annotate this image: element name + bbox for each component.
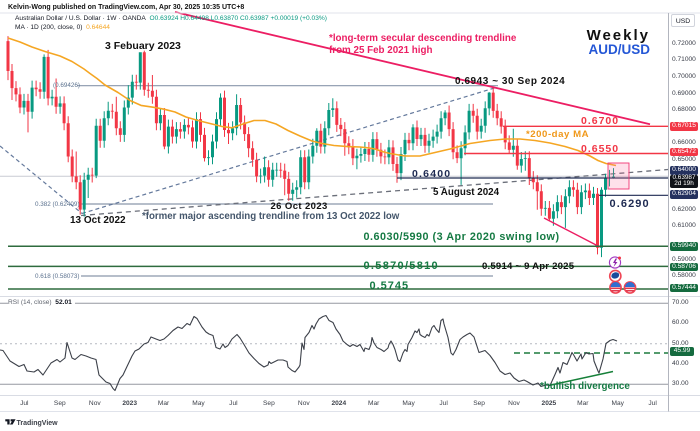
svg-text:TradingView: TradingView bbox=[17, 420, 59, 427]
